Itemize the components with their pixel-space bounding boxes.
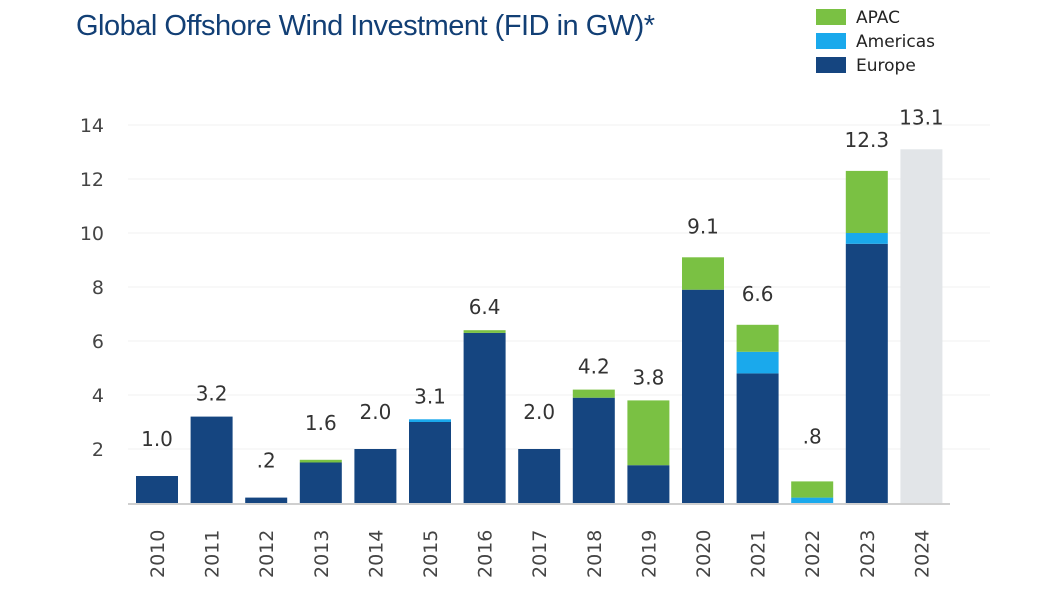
bar-apac-2013 bbox=[299, 459, 342, 463]
data-label: 1.6 bbox=[305, 411, 337, 435]
legend-swatch-apac bbox=[816, 9, 846, 25]
y-tick-label: 8 bbox=[92, 277, 104, 299]
x-tick-label: 2015 bbox=[420, 530, 442, 578]
x-tick-label: 2020 bbox=[693, 530, 715, 578]
bar-europe-2019 bbox=[627, 465, 670, 503]
x-tick-label: 2014 bbox=[365, 530, 387, 578]
x-tick-label: 2012 bbox=[256, 530, 278, 578]
bar-europe-2014 bbox=[354, 449, 397, 503]
x-tick-label: 2013 bbox=[311, 530, 333, 578]
bar-apac-2019 bbox=[627, 400, 670, 466]
bar-europe-2017 bbox=[518, 449, 561, 503]
legend-label-europe: Europe bbox=[856, 56, 916, 76]
x-tick-label: 2011 bbox=[202, 530, 224, 578]
y-tick-label: 12 bbox=[80, 169, 104, 191]
chart-title: Global Offshore Wind Investment (FID in … bbox=[76, 10, 655, 42]
data-label: 3.1 bbox=[414, 384, 446, 408]
bar-europe-2016 bbox=[463, 332, 506, 503]
legend-label-apac: APAC bbox=[856, 8, 900, 28]
bar-apac-2020 bbox=[682, 257, 724, 290]
data-label: 9.1 bbox=[687, 214, 719, 238]
bar-americas-2023 bbox=[845, 233, 888, 244]
data-label: .8 bbox=[803, 424, 822, 448]
bar-total-2024 bbox=[900, 149, 943, 504]
x-tick-label: 2022 bbox=[802, 530, 824, 578]
bar-apac-2021 bbox=[736, 324, 779, 352]
legend-label-americas: Americas bbox=[856, 32, 935, 52]
bar-europe-2013 bbox=[299, 462, 342, 503]
bar-americas-2022 bbox=[791, 497, 834, 503]
bar-americas-2015 bbox=[409, 419, 451, 422]
bar-apac-2018 bbox=[572, 389, 615, 398]
bar-europe-2018 bbox=[572, 397, 615, 503]
legend-swatch-europe bbox=[816, 57, 846, 73]
bar-europe-2023 bbox=[845, 243, 888, 504]
data-label: 4.2 bbox=[578, 355, 610, 379]
x-tick-label: 2023 bbox=[857, 530, 879, 578]
y-tick-label: 4 bbox=[92, 385, 104, 407]
data-label: 12.3 bbox=[845, 128, 890, 152]
y-tick-label: 2 bbox=[92, 439, 104, 461]
bar-europe-2010 bbox=[136, 476, 178, 503]
data-label: 3.8 bbox=[632, 365, 664, 389]
x-tick-label: 2021 bbox=[748, 530, 770, 578]
data-label: 3.2 bbox=[196, 382, 228, 406]
y-tick-label: 6 bbox=[92, 331, 104, 353]
bar-apac-2023 bbox=[845, 170, 888, 233]
bar-europe-2015 bbox=[409, 422, 451, 503]
data-label: 2.0 bbox=[359, 400, 391, 424]
x-tick-label: 2018 bbox=[584, 530, 606, 578]
data-label: 6.4 bbox=[469, 295, 501, 319]
x-tick-label: 2017 bbox=[529, 530, 551, 578]
bar-apac-2022 bbox=[791, 481, 834, 498]
bar-americas-2021 bbox=[736, 351, 779, 374]
y-tick-label: 10 bbox=[80, 223, 104, 245]
data-label: 6.6 bbox=[742, 282, 774, 306]
x-tick-label: 2024 bbox=[911, 530, 933, 578]
bar-europe-2021 bbox=[736, 373, 779, 503]
x-tick-label: 2010 bbox=[147, 530, 169, 578]
bar-europe-2020 bbox=[682, 289, 724, 503]
bar-apac-2016 bbox=[463, 330, 506, 333]
y-tick-label: 14 bbox=[80, 115, 104, 137]
x-tick-label: 2016 bbox=[475, 530, 497, 578]
x-tick-label: 2019 bbox=[638, 530, 660, 578]
data-label: 1.0 bbox=[141, 427, 173, 451]
bar-europe-2012 bbox=[245, 497, 288, 503]
legend-swatch-americas bbox=[816, 33, 846, 49]
data-label: 13.1 bbox=[899, 105, 944, 129]
bar-europe-2011 bbox=[190, 416, 233, 503]
data-label: .2 bbox=[257, 449, 276, 473]
data-label: 2.0 bbox=[523, 400, 555, 424]
